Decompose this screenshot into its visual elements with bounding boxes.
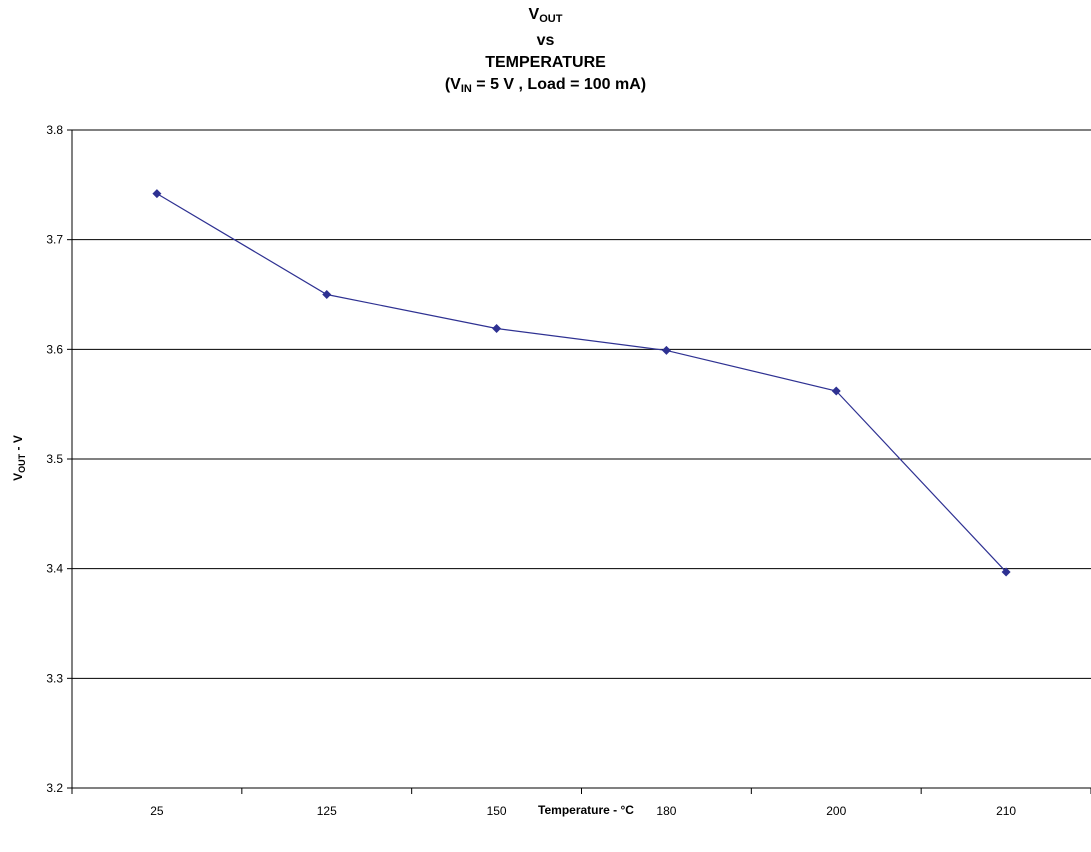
axes [67, 129, 1091, 794]
x-tick-label: 200 [826, 804, 846, 818]
y-tick-label: 3.8 [46, 123, 63, 137]
chart-title: VOUT vs TEMPERATURE (VIN = 5 V , Load = … [0, 4, 1091, 100]
series-line [156, 193, 1007, 573]
x-tick-labels: 25 125 150 180 200 210 [150, 804, 1016, 818]
x-axis-label: Temperature - °C [538, 803, 634, 817]
title-line1-sub: OUT [539, 13, 563, 25]
title-line4-sub: IN [460, 83, 472, 95]
data-point [492, 323, 502, 333]
data-point [661, 345, 671, 355]
x-tick-label: 150 [487, 804, 507, 818]
y-tick-label: 3.3 [46, 671, 63, 685]
data-point [1001, 567, 1011, 577]
x-tick-label: 25 [150, 804, 164, 818]
title-line3: TEMPERATURE [485, 54, 606, 71]
title-line2: vs [536, 32, 555, 49]
title-line4-rest: = 5 V , Load = 100 mA) [471, 76, 647, 93]
gridlines [72, 129, 1091, 789]
y-axis-label: VOUT - V [11, 435, 27, 481]
y-axis-label-main: V [11, 473, 25, 481]
y-tick-label: 3.5 [46, 452, 63, 466]
y-tick-label: 3.7 [46, 233, 63, 247]
y-axis-label-sub: OUT [17, 453, 27, 473]
data-point [831, 386, 841, 396]
x-tick-label: 125 [317, 804, 337, 818]
x-tick-label: 210 [996, 804, 1016, 818]
data-point [322, 290, 332, 299]
data-point [152, 189, 162, 199]
data-series [152, 189, 1011, 577]
y-tick-label: 3.6 [46, 342, 63, 356]
title-line4-prefix: (V [444, 76, 461, 93]
y-tick-labels: 3.2 3.3 3.4 3.5 3.6 3.7 3.8 [46, 123, 63, 795]
title-line1-main: V [528, 6, 540, 23]
x-tick-label: 180 [656, 804, 676, 818]
y-axis-label-rest: - V [11, 435, 25, 454]
y-tick-label: 3.2 [46, 781, 63, 795]
y-tick-label: 3.4 [46, 562, 63, 576]
